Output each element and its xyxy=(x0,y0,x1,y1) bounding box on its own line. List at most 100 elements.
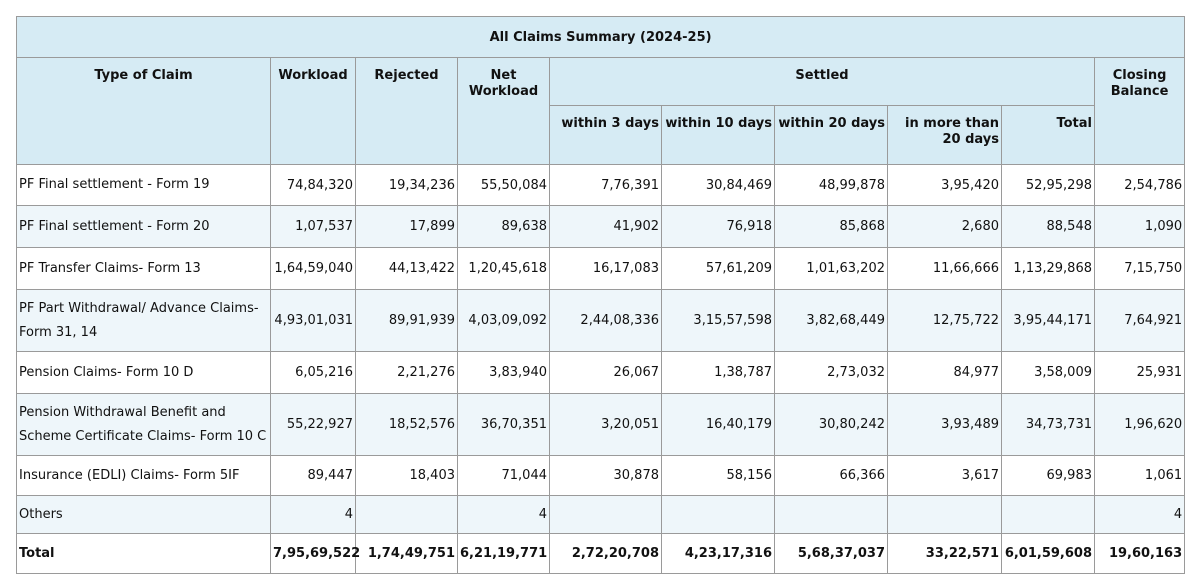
cell-type-of-claim: Others xyxy=(16,495,271,534)
cell-rejected xyxy=(355,495,458,534)
cell-settled-total: 52,95,298 xyxy=(1001,164,1095,206)
cell-within-10-days: 76,918 xyxy=(661,205,775,248)
cell-closing-balance: 1,96,620 xyxy=(1093,393,1186,456)
cell-workload: 7,95,69,522 xyxy=(270,533,360,574)
cell-workload: 1,64,59,040 xyxy=(270,247,356,290)
cell-within-3-days: 7,76,391 xyxy=(549,164,662,206)
cell-net-workload: 6,21,19,771 xyxy=(457,533,550,574)
cell-within-3-days: 3,20,051 xyxy=(549,393,662,456)
cell-workload: 6,05,216 xyxy=(270,351,356,394)
cell-within-3-days xyxy=(549,495,662,534)
header-settled: Settled xyxy=(549,57,1095,106)
total-row: Total 7,95,69,522 1,74,49,751 6,21,19,771 2,… xyxy=(16,533,1186,574)
cell-within-3-days: 26,067 xyxy=(549,351,662,394)
cell-within-20-days: 2,73,032 xyxy=(774,351,888,394)
cell-workload: 55,22,927 xyxy=(270,393,356,456)
cell-within-20-days: 66,366 xyxy=(774,455,888,496)
cell-more-than-20-days: 3,617 xyxy=(887,455,1002,496)
cell-within-20-days: 3,82,68,449 xyxy=(774,289,888,352)
header-workload: Workload xyxy=(270,57,356,165)
cell-within-3-days: 30,878 xyxy=(549,455,662,496)
cell-closing-balance: 2,54,786 xyxy=(1093,164,1186,206)
cell-within-20-days: 48,99,878 xyxy=(774,164,888,206)
cell-type-of-claim: PF Transfer Claims- Form 13 xyxy=(16,247,271,290)
table-row: PF Final settlement - Form 19 74,84,320 19… xyxy=(16,164,1186,206)
cell-within-3-days: 2,44,08,336 xyxy=(549,289,662,352)
cell-within-3-days: 16,17,083 xyxy=(549,247,662,290)
cell-settled-total: 1,13,29,868 xyxy=(1001,247,1095,290)
cell-closing-balance: 1,090 xyxy=(1093,205,1186,248)
header-settled-total: Total xyxy=(1001,105,1095,165)
cell-more-than-20-days: 3,95,420 xyxy=(887,164,1002,206)
cell-type-of-claim: Pension Claims- Form 10 D xyxy=(16,351,271,394)
header-more-than-20-days: in more than 20 days xyxy=(887,105,1002,165)
cell-within-10-days: 4,23,17,316 xyxy=(661,533,775,574)
cell-rejected: 2,21,276 xyxy=(355,351,458,394)
cell-closing-balance: 25,931 xyxy=(1093,351,1186,394)
header-net-workload: Net Workload xyxy=(457,57,550,165)
cell-net-workload: 89,638 xyxy=(457,205,550,248)
cell-net-workload: 36,70,351 xyxy=(457,393,550,456)
table-title: All Claims Summary (2024-25) xyxy=(15,16,1186,58)
cell-net-workload: 3,83,940 xyxy=(457,351,550,394)
cell-within-3-days: 2,72,20,708 xyxy=(549,533,662,574)
table-row: Insurance (EDLI) Claims- Form 5IF 89,447 1… xyxy=(16,455,1186,496)
cell-within-20-days: 30,80,242 xyxy=(774,393,888,456)
cell-rejected: 18,403 xyxy=(355,455,458,496)
header-closing-balance: Closing Balance xyxy=(1093,57,1186,165)
cell-more-than-20-days: 84,977 xyxy=(887,351,1002,394)
cell-within-10-days: 1,38,787 xyxy=(661,351,775,394)
cell-closing-balance: 4 xyxy=(1093,495,1186,534)
cell-workload: 1,07,537 xyxy=(270,205,356,248)
cell-within-10-days: 58,156 xyxy=(661,455,775,496)
cell-type-of-claim: Total xyxy=(16,533,271,574)
cell-type-of-claim: PF Final settlement - Form 20 xyxy=(16,205,271,248)
cell-more-than-20-days: 11,66,666 xyxy=(887,247,1002,290)
cell-net-workload: 71,044 xyxy=(457,455,550,496)
cell-more-than-20-days: 2,680 xyxy=(887,205,1002,248)
cell-within-3-days: 41,902 xyxy=(549,205,662,248)
cell-rejected: 44,13,422 xyxy=(355,247,458,290)
table-row: PF Transfer Claims- Form 13 1,64,59,040 44… xyxy=(16,247,1186,290)
cell-closing-balance: 7,64,921 xyxy=(1093,289,1186,352)
cell-within-20-days: 5,68,37,037 xyxy=(774,533,888,574)
cell-type-of-claim: Insurance (EDLI) Claims- Form 5IF xyxy=(16,455,271,496)
table-row: Pension Withdrawal Benefit and Scheme Ce… xyxy=(16,393,1186,456)
table-body: PF Final settlement - Form 19 74,84,320 19… xyxy=(16,164,1186,574)
cell-settled-total: 34,73,731 xyxy=(1001,393,1095,456)
cell-closing-balance: 1,061 xyxy=(1093,455,1186,496)
cell-settled-total: 3,58,009 xyxy=(1001,351,1095,394)
cell-rejected: 19,34,236 xyxy=(355,164,458,206)
cell-rejected: 18,52,576 xyxy=(355,393,458,456)
cell-settled-total: 88,548 xyxy=(1001,205,1095,248)
cell-within-20-days: 1,01,63,202 xyxy=(774,247,888,290)
cell-rejected: 89,91,939 xyxy=(355,289,458,352)
cell-workload: 89,447 xyxy=(270,455,356,496)
header-within-10-days: within 10 days xyxy=(661,105,775,165)
cell-net-workload: 55,50,084 xyxy=(457,164,550,206)
table-row: Pension Claims- Form 10 D 6,05,216 2,21,27… xyxy=(16,351,1186,394)
claims-summary-table: All Claims Summary (2024-25) Type of Cla… xyxy=(15,16,1186,574)
cell-closing-balance: 7,15,750 xyxy=(1093,247,1186,290)
cell-workload: 4,93,01,031 xyxy=(270,289,356,352)
claims-summary-table-wrapper: All Claims Summary (2024-25) Type of Cla… xyxy=(15,16,1186,574)
cell-rejected: 17,899 xyxy=(355,205,458,248)
cell-settled-total: 3,95,44,171 xyxy=(1001,289,1095,352)
header-rejected: Rejected xyxy=(355,57,458,165)
cell-within-10-days xyxy=(661,495,775,534)
cell-settled-total: 6,01,59,608 xyxy=(1001,533,1095,574)
cell-type-of-claim: PF Final settlement - Form 19 xyxy=(16,164,271,206)
cell-net-workload: 1,20,45,618 xyxy=(457,247,550,290)
cell-more-than-20-days: 12,75,722 xyxy=(887,289,1002,352)
cell-more-than-20-days xyxy=(887,495,1002,534)
cell-within-10-days: 16,40,179 xyxy=(661,393,775,456)
cell-within-10-days: 30,84,469 xyxy=(661,164,775,206)
cell-more-than-20-days: 33,22,571 xyxy=(887,533,1002,574)
header-within-20-days: within 20 days xyxy=(774,105,888,165)
cell-workload: 74,84,320 xyxy=(270,164,356,206)
header-within-3-days: within 3 days xyxy=(549,105,662,165)
cell-net-workload: 4 xyxy=(457,495,550,534)
cell-type-of-claim: Pension Withdrawal Benefit and Scheme Ce… xyxy=(16,393,271,456)
cell-closing-balance: 19,60,163 xyxy=(1093,533,1186,574)
cell-workload: 4 xyxy=(270,495,356,534)
